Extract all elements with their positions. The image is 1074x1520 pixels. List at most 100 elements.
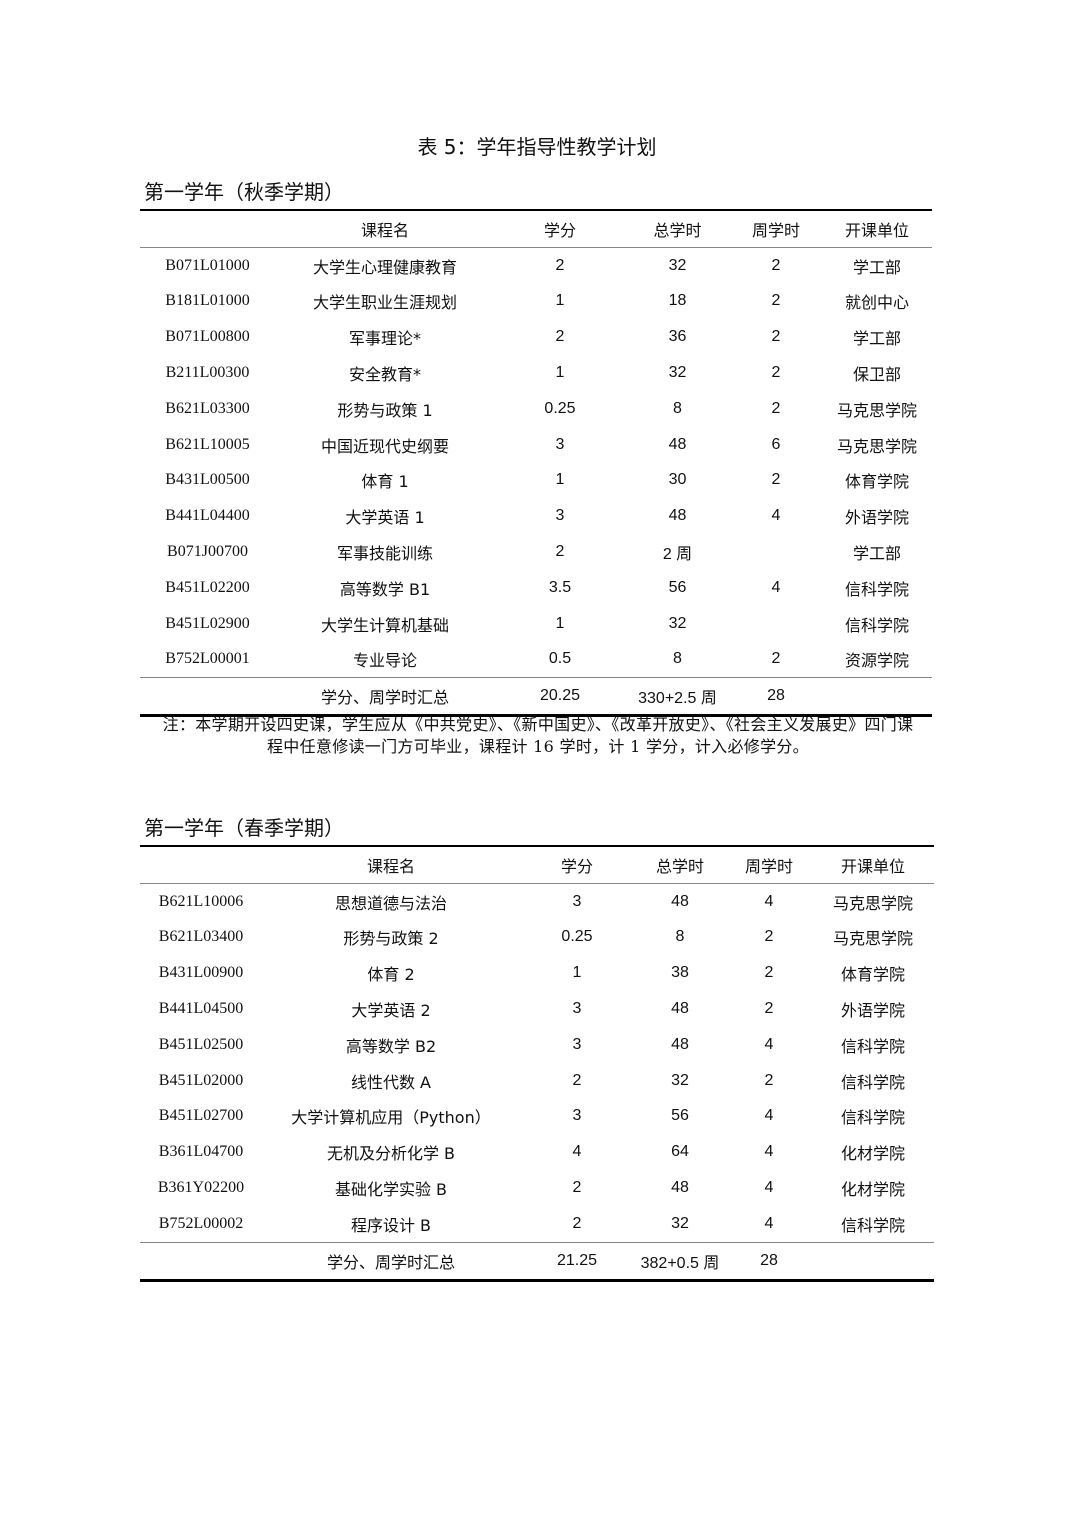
header-row: 课程名 学分 总学时 周学时 开课单位: [140, 210, 932, 248]
summary-course-code: [140, 1242, 262, 1280]
cell-total-hours: 18: [668, 292, 687, 310]
cell-weekly-hours: 2: [771, 328, 781, 346]
cell-department: 学工部: [852, 257, 901, 277]
cell-total-hours: 32: [671, 1071, 689, 1089]
cell-total-hours: 38: [671, 964, 689, 982]
summary-course-name: 学分、周学时汇总: [320, 688, 449, 708]
cell-department: 马克思学院: [832, 893, 913, 913]
table-row: B621L03400 形势与政策 2 0.25 8 2 马克思学院: [140, 920, 934, 956]
cell-course-code: B181L01000: [165, 292, 250, 310]
cell-credits: 2: [572, 1071, 582, 1089]
cell-course-code: B071L01000: [165, 256, 250, 274]
cell-course-name: 大学英语 2: [351, 1001, 431, 1021]
cell-weekly-hours: 2: [764, 1071, 774, 1089]
cell-course-code: B431L00500: [165, 471, 250, 489]
cell-total-hours: 32: [671, 1214, 689, 1232]
cell-course-name: 大学生心理健康教育: [312, 257, 457, 277]
cell-weekly-hours: 2: [771, 471, 781, 489]
summary-course-name: 学分、周学时汇总: [326, 1252, 455, 1272]
summary-credits: 20.25: [539, 687, 581, 705]
summary-department: [822, 678, 932, 716]
cell-total-hours: 2 周: [662, 546, 693, 564]
cell-credits: 3: [555, 435, 565, 453]
cell-course-code: B621L03400: [158, 928, 244, 946]
summary-total-hours: 382+0.5 周: [640, 1254, 720, 1272]
cell-total-hours: 32: [668, 364, 687, 382]
cell-weekly-hours: 4: [764, 1107, 774, 1125]
header-course-name: 课程名: [360, 220, 409, 240]
table-row: B752L00002 程序设计 B 2 32 4 信科学院: [140, 1206, 934, 1242]
header-credits: 学分: [560, 856, 593, 876]
summary-total-hours: 330+2.5 周: [638, 690, 717, 708]
summary-credits: 21.25: [556, 1251, 598, 1269]
cell-course-code: B451L02900: [165, 614, 250, 632]
cell-course-code: B451L02000: [158, 1071, 244, 1089]
cell-weekly-hours: 2: [771, 256, 781, 274]
cell-course-name: 思想道德与法治: [334, 893, 447, 913]
spring-table: 课程名 学分 总学时 周学时 开课单位 B621L10006 思想道德与法治 3 48 4 马克思学…: [140, 845, 934, 1282]
cell-course-code: B451L02500: [158, 1035, 244, 1053]
cell-total-hours: 48: [668, 435, 687, 453]
cell-course-code: B431L00900: [158, 964, 244, 982]
table-row: B071J00700 军事技能训练 2 2 周 学工部: [140, 534, 932, 570]
cell-department: 外语学院: [840, 1001, 905, 1021]
cell-course-name: 军事理论*: [348, 329, 421, 349]
cell-total-hours: 36: [668, 328, 687, 346]
summary-row: 学分、周学时汇总 21.25 382+0.5 周 28: [140, 1242, 934, 1281]
header-credits: 学分: [543, 220, 576, 240]
cell-credits: 3: [572, 1000, 582, 1018]
cell-weekly-hours: 4: [764, 1214, 774, 1232]
cell-credits: 2: [555, 328, 565, 346]
cell-course-name: 大学生职业生涯规划: [312, 293, 457, 313]
cell-course-code: B752L00002: [158, 1214, 244, 1232]
cell-credits: 3: [555, 507, 565, 525]
cell-course-code: B621L03300: [165, 399, 250, 417]
cell-department: 马克思学院: [836, 436, 917, 456]
cell-course-name: 中国近现代史纲要: [320, 436, 449, 456]
cell-total-hours: 56: [668, 578, 687, 596]
spring-heading: 第一学年（春季学期）: [144, 816, 344, 840]
cell-credits: 1: [555, 471, 565, 489]
table-row: B071L00800 军事理论* 2 36 2 学工部: [140, 319, 932, 355]
cell-weekly-hours: 4: [771, 507, 781, 525]
cell-credits: 1: [555, 364, 565, 382]
cell-total-hours: 48: [671, 1000, 689, 1018]
header-department: 开课单位: [844, 220, 909, 240]
cell-course-name: 大学生计算机基础: [320, 615, 449, 635]
cell-course-name: 线性代数 A: [350, 1072, 432, 1092]
cell-course-code: B441L04400: [165, 507, 250, 525]
table-row: B451L02500 高等数学 B2 3 48 4 信科学院: [140, 1027, 934, 1063]
cell-department: 信科学院: [840, 1215, 905, 1235]
cell-department: 学工部: [852, 544, 901, 564]
table-row: B451L02200 高等数学 B1 3.5 56 4 信科学院: [140, 570, 932, 606]
cell-weekly-hours: [730, 534, 822, 570]
cell-total-hours: 32: [668, 614, 687, 632]
cell-course-name: 大学计算机应用（Python）: [291, 1108, 491, 1128]
cell-course-code: B451L02700: [158, 1107, 244, 1125]
cell-department: 体育学院: [840, 965, 905, 985]
header-total-hours: 总学时: [655, 856, 704, 876]
cell-weekly-hours: 2: [764, 1000, 774, 1018]
cell-weekly-hours: 6: [771, 435, 781, 453]
cell-credits: 1: [555, 614, 565, 632]
cell-total-hours: 30: [668, 471, 687, 489]
cell-credits: 2: [572, 1214, 582, 1232]
cell-total-hours: 64: [671, 1143, 689, 1161]
summary-course-code: [140, 678, 275, 716]
cell-course-name: 形势与政策 1: [337, 400, 433, 420]
cell-weekly-hours: 4: [764, 1179, 774, 1197]
cell-course-code: B071J00700: [167, 543, 248, 561]
cell-weekly-hours: 2: [764, 964, 774, 982]
cell-course-name: 大学英语 1: [345, 508, 425, 528]
table-row: B431L00900 体育 2 1 38 2 体育学院: [140, 955, 934, 991]
cell-course-code: B361L04700: [158, 1143, 244, 1161]
cell-course-code: B441L04500: [158, 1000, 244, 1018]
header-row: 课程名 学分 总学时 周学时 开课单位: [140, 846, 934, 884]
table-row: B361L04700 无机及分析化学 B 4 64 4 化材学院: [140, 1134, 934, 1170]
table-row: B441L04500 大学英语 2 3 48 2 外语学院: [140, 991, 934, 1027]
cell-credits: 3.5: [548, 578, 572, 596]
cell-course-name: 高等数学 B1: [339, 579, 431, 599]
table-row: B181L01000 大学生职业生涯规划 1 18 2 就创中心: [140, 284, 932, 320]
autumn-heading: 第一学年（秋季学期）: [144, 180, 344, 204]
